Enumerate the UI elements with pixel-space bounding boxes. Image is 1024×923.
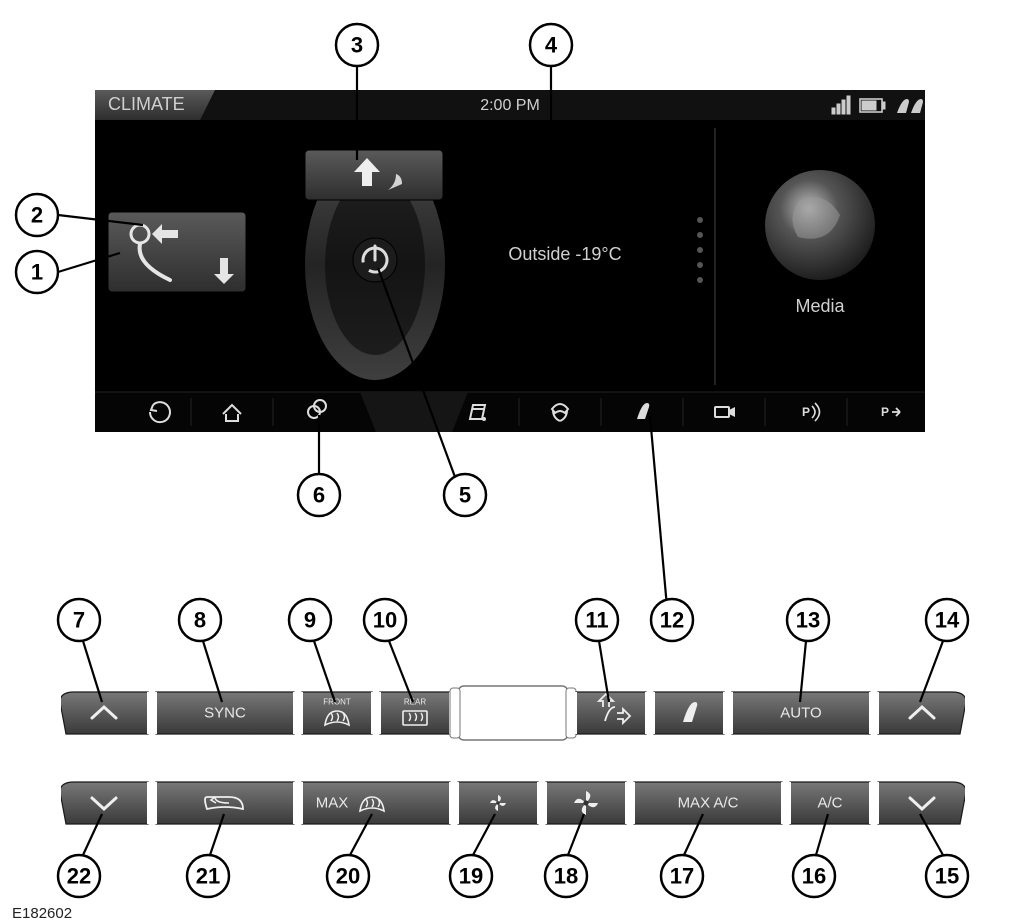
svg-text:P: P bbox=[802, 405, 810, 419]
temp-down-left-button[interactable] bbox=[60, 782, 148, 824]
outside-temp: Outside -19°C bbox=[508, 244, 621, 264]
diagram-stage: CLIMATE 2:00 PM bbox=[0, 0, 1024, 923]
callout-num-7: 7 bbox=[73, 608, 85, 633]
callout-num-9: 9 bbox=[304, 608, 316, 633]
callout-num-11: 11 bbox=[585, 608, 608, 633]
callout-num-17: 17 bbox=[670, 864, 694, 889]
rear-defrost-label: REAR bbox=[404, 698, 426, 707]
callout-num-5: 5 bbox=[459, 483, 471, 508]
callout-num-16: 16 bbox=[802, 864, 826, 889]
callout-num-4: 4 bbox=[545, 33, 558, 58]
svg-text:P: P bbox=[881, 405, 889, 419]
callout-num-6: 6 bbox=[313, 483, 325, 508]
callout-num-14: 14 bbox=[935, 608, 960, 633]
callout-num-18: 18 bbox=[554, 864, 578, 889]
image-id: E182602 bbox=[12, 905, 72, 922]
callout-num-13: 13 bbox=[796, 608, 820, 633]
callout-num-19: 19 bbox=[459, 864, 483, 889]
callout-num-8: 8 bbox=[194, 608, 206, 633]
vent-up-button[interactable] bbox=[305, 150, 443, 200]
ac-label: A/C bbox=[817, 795, 842, 812]
touchscreen: CLIMATE 2:00 PM bbox=[95, 90, 925, 432]
callout-num-1: 1 bbox=[31, 260, 43, 285]
callout-num-20: 20 bbox=[336, 864, 360, 889]
callout-num-3: 3 bbox=[351, 33, 363, 58]
media-label: Media bbox=[795, 296, 845, 316]
auto-label: AUTO bbox=[780, 705, 821, 722]
callout-num-12: 12 bbox=[660, 608, 684, 633]
callout-num-10: 10 bbox=[373, 608, 397, 633]
power-button[interactable] bbox=[353, 238, 397, 282]
callout-num-22: 22 bbox=[67, 864, 91, 889]
lcd-window bbox=[458, 686, 568, 740]
bottom-icon-bar bbox=[95, 392, 925, 432]
sync-label: SYNC bbox=[204, 705, 246, 722]
max-defrost-label: MAX bbox=[316, 795, 349, 812]
callout-num-15: 15 bbox=[935, 864, 959, 889]
callout-num-21: 21 bbox=[196, 864, 220, 889]
temp-up-left-button[interactable] bbox=[60, 692, 148, 734]
max-ac-label: MAX A/C bbox=[678, 795, 739, 812]
screen-title: CLIMATE bbox=[108, 94, 185, 114]
clock: 2:00 PM bbox=[480, 97, 540, 114]
front-defrost-label: FRONT bbox=[323, 698, 351, 707]
callout-num-2: 2 bbox=[31, 203, 43, 228]
